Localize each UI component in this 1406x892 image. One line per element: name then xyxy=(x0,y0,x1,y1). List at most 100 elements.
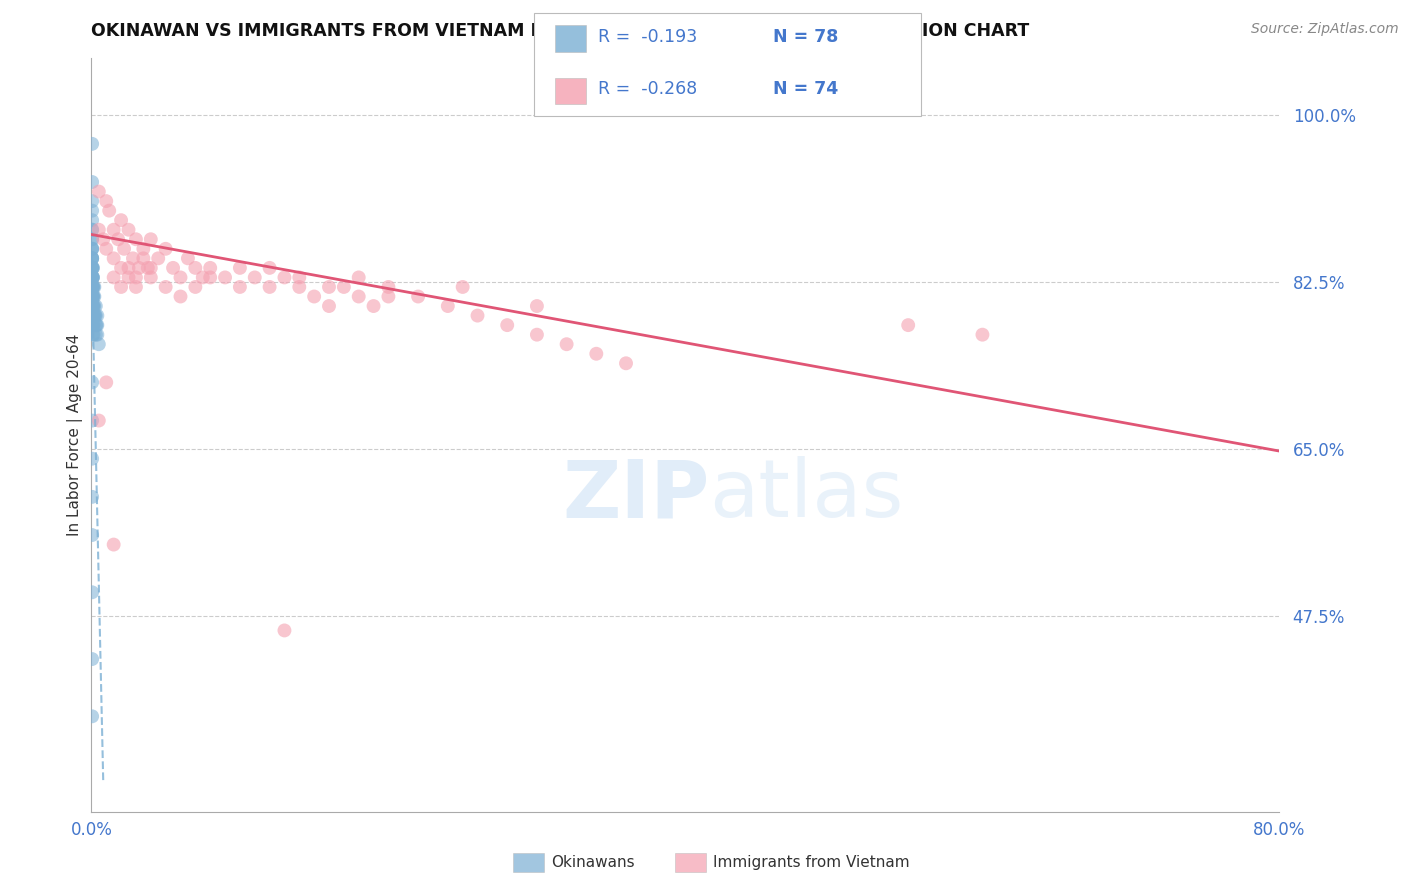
Point xyxy=(125,232,148,246)
Point xyxy=(91,232,114,246)
Point xyxy=(132,242,155,256)
Point xyxy=(84,309,107,323)
Point xyxy=(347,270,370,285)
Point xyxy=(585,347,607,361)
Point xyxy=(82,194,104,208)
Text: Source: ZipAtlas.com: Source: ZipAtlas.com xyxy=(1251,22,1399,37)
Point xyxy=(82,260,104,275)
Point xyxy=(82,260,104,275)
Point xyxy=(82,528,104,542)
Point xyxy=(87,185,110,199)
Point xyxy=(103,270,125,285)
Point xyxy=(155,280,177,294)
Point xyxy=(86,318,108,332)
Point xyxy=(184,260,207,275)
Point xyxy=(184,280,207,294)
Point xyxy=(82,318,104,332)
Point xyxy=(148,252,170,266)
Point xyxy=(467,309,489,323)
Point xyxy=(82,270,104,285)
Point xyxy=(96,242,118,256)
Point xyxy=(82,280,104,294)
Point xyxy=(82,203,104,218)
Point xyxy=(347,289,370,303)
Y-axis label: In Labor Force | Age 20-64: In Labor Force | Age 20-64 xyxy=(67,334,83,536)
Point xyxy=(526,327,548,342)
Point xyxy=(377,289,399,303)
Point xyxy=(273,624,295,638)
Point xyxy=(200,260,222,275)
Point xyxy=(82,252,104,266)
Point xyxy=(288,270,311,285)
Point xyxy=(82,175,104,189)
Point xyxy=(83,289,105,303)
Point xyxy=(229,280,252,294)
Point xyxy=(83,299,105,313)
Point xyxy=(82,451,104,466)
Point xyxy=(125,280,148,294)
Point xyxy=(83,289,105,303)
Text: atlas: atlas xyxy=(709,456,904,534)
Point xyxy=(87,413,110,427)
Point xyxy=(155,242,177,256)
Point xyxy=(972,327,994,342)
Point xyxy=(82,260,104,275)
Text: OKINAWAN VS IMMIGRANTS FROM VIETNAM IN LABOR FORCE | AGE 20-64 CORRELATION CHART: OKINAWAN VS IMMIGRANTS FROM VIETNAM IN L… xyxy=(91,22,1029,40)
Point xyxy=(117,270,139,285)
Point xyxy=(82,280,104,294)
Point xyxy=(139,232,162,246)
Point xyxy=(86,318,108,332)
Point xyxy=(214,270,236,285)
Point xyxy=(83,299,105,313)
Point xyxy=(82,242,104,256)
Point xyxy=(132,252,155,266)
Point xyxy=(82,260,104,275)
Point xyxy=(110,213,132,227)
Point xyxy=(82,709,104,723)
Point xyxy=(83,318,105,332)
Point xyxy=(82,309,104,323)
Text: R =  -0.268: R = -0.268 xyxy=(598,80,697,98)
Point xyxy=(288,280,311,294)
Point xyxy=(82,299,104,313)
Point xyxy=(86,309,108,323)
Point xyxy=(107,232,129,246)
Point xyxy=(162,260,184,275)
Point xyxy=(169,270,191,285)
Point xyxy=(117,260,139,275)
Point xyxy=(496,318,519,332)
Point xyxy=(82,232,104,246)
Point xyxy=(82,280,104,294)
Point xyxy=(117,223,139,237)
Point xyxy=(82,252,104,266)
Point xyxy=(243,270,266,285)
Point xyxy=(169,289,191,303)
Point xyxy=(363,299,385,313)
Point xyxy=(82,270,104,285)
Point xyxy=(82,223,104,237)
Point xyxy=(82,242,104,256)
Point xyxy=(82,270,104,285)
Point xyxy=(377,280,399,294)
Point xyxy=(82,413,104,427)
Point xyxy=(82,252,104,266)
Point xyxy=(229,260,252,275)
Point xyxy=(82,289,104,303)
Point xyxy=(82,232,104,246)
Point xyxy=(82,136,104,151)
Point xyxy=(96,194,118,208)
Point xyxy=(82,280,104,294)
Point xyxy=(555,337,578,351)
Point xyxy=(82,585,104,599)
Point xyxy=(200,270,222,285)
Point xyxy=(177,252,200,266)
Point xyxy=(191,270,214,285)
Point xyxy=(318,280,340,294)
Point xyxy=(98,203,121,218)
Point xyxy=(82,652,104,666)
Point xyxy=(82,280,104,294)
Point xyxy=(333,280,356,294)
Point xyxy=(897,318,920,332)
Point xyxy=(84,309,107,323)
Point xyxy=(273,270,295,285)
